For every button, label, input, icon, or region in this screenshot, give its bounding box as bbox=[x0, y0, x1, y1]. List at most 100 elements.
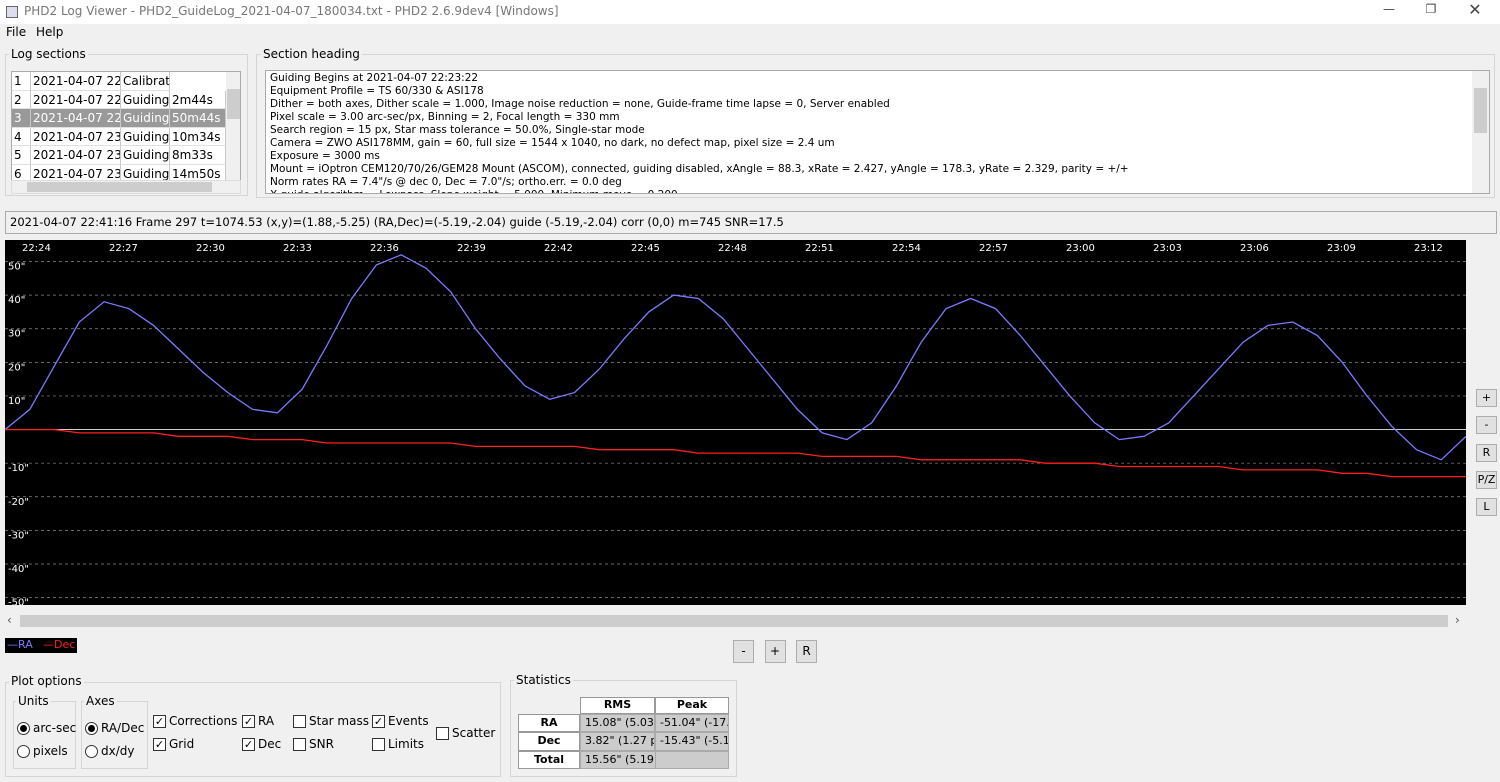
heading-line: Mount = iOptron CEM120/70/26/GEM28 Mount… bbox=[270, 163, 1129, 175]
checkbox-label[interactable]: Grid bbox=[169, 737, 195, 751]
table-cell[interactable]: 2021-04-07 23:34 bbox=[31, 164, 121, 180]
table-cell[interactable]: 2021-04-07 22:23 bbox=[31, 109, 121, 128]
menu-item[interactable]: Help bbox=[36, 25, 64, 39]
group-box bbox=[81, 701, 148, 769]
stat-cell: -51.04" (-17.01 px) bbox=[655, 714, 729, 733]
heading-line: Pixel scale = 3.00 arc-sec/px, Binning =… bbox=[270, 111, 620, 123]
row-header: Dec bbox=[518, 732, 580, 751]
table-cell[interactable]: 3 bbox=[12, 109, 31, 128]
x-tick-label: 23:00 bbox=[1066, 243, 1095, 254]
x-tick-label: 23:03 bbox=[1153, 243, 1182, 254]
table-cell[interactable]: Guiding bbox=[121, 109, 170, 128]
table-cell[interactable]: 1 bbox=[12, 72, 31, 91]
group-box bbox=[13, 701, 76, 769]
table-cell[interactable]: Guiding bbox=[121, 164, 170, 180]
table-cell[interactable]: Calibration bbox=[121, 72, 170, 91]
table-cell[interactable]: 2021-04-07 22:19 bbox=[31, 90, 121, 109]
radio-button[interactable] bbox=[85, 722, 98, 735]
table-cell[interactable]: 2m44s bbox=[170, 90, 226, 109]
radio-button[interactable] bbox=[17, 745, 30, 758]
zoom-button[interactable]: R bbox=[1476, 443, 1497, 462]
group-box bbox=[510, 680, 737, 777]
radio-button[interactable] bbox=[85, 745, 98, 758]
checkbox[interactable]: ✓ bbox=[372, 715, 385, 728]
checkbox-label[interactable]: Scatter bbox=[452, 726, 496, 740]
nav-button[interactable]: R bbox=[796, 640, 817, 663]
y-tick-label: -10" bbox=[8, 463, 29, 474]
nav-button[interactable]: - bbox=[733, 640, 754, 663]
h-scroll-thumb bbox=[27, 182, 212, 192]
radio-label[interactable]: RA/Dec bbox=[101, 721, 145, 735]
checkbox[interactable] bbox=[293, 738, 306, 751]
table-cell[interactable]: 4 bbox=[12, 127, 31, 146]
radio-dot bbox=[20, 725, 27, 732]
x-tick-label: 22:27 bbox=[109, 243, 138, 254]
column-header: RMS bbox=[580, 697, 655, 714]
y-tick-label: 20" bbox=[8, 362, 25, 373]
checkbox-label[interactable]: Events bbox=[388, 714, 429, 728]
stat-cell bbox=[655, 750, 729, 769]
table-cell[interactable]: 2021-04-07 23:29 bbox=[31, 146, 121, 165]
x-tick-label: 22:48 bbox=[718, 243, 747, 254]
row-header: Total bbox=[518, 750, 580, 769]
zoom-button[interactable]: + bbox=[1476, 389, 1497, 407]
radio-button[interactable] bbox=[17, 722, 30, 735]
stat-cell: 15.08" (5.03 px) bbox=[580, 714, 655, 733]
checkbox[interactable] bbox=[372, 738, 385, 751]
group-title: Log sections bbox=[9, 47, 88, 61]
zoom-button[interactable]: P/Z bbox=[1476, 470, 1497, 489]
checkbox[interactable]: ✓ bbox=[153, 738, 166, 751]
x-tick-label: 22:33 bbox=[283, 243, 312, 254]
table-cell[interactable]: Guiding bbox=[121, 90, 170, 109]
checkbox[interactable]: ✓ bbox=[242, 738, 255, 751]
close-button[interactable]: ✕ bbox=[1468, 0, 1482, 19]
menu-item[interactable]: File bbox=[6, 25, 27, 39]
checkbox-label[interactable]: Star mass bbox=[309, 714, 369, 728]
minimize-button[interactable]: — bbox=[1383, 2, 1395, 16]
table-cell[interactable]: 5 bbox=[12, 146, 31, 165]
radio-dot bbox=[88, 725, 95, 732]
radio-label[interactable]: dx/dy bbox=[101, 744, 135, 758]
checkbox[interactable] bbox=[436, 727, 449, 740]
x-tick-label: 23:12 bbox=[1414, 243, 1443, 254]
checkbox[interactable]: ✓ bbox=[153, 715, 166, 728]
radio-label[interactable]: pixels bbox=[33, 744, 68, 758]
table-cell[interactable]: 2021-04-07 22:18 bbox=[31, 72, 121, 91]
table-cell[interactable]: 6 bbox=[12, 164, 31, 180]
checkbox-label[interactable]: Dec bbox=[258, 737, 282, 751]
scroll-right[interactable]: › bbox=[1455, 613, 1460, 627]
checkbox[interactable]: ✓ bbox=[242, 715, 255, 728]
checkbox-label[interactable]: Limits bbox=[388, 737, 424, 751]
x-tick-label: 23:06 bbox=[1240, 243, 1269, 254]
table-cell[interactable]: 2021-04-07 23:15 bbox=[31, 127, 121, 146]
checkbox-label[interactable]: Corrections bbox=[169, 714, 238, 728]
window-title: PHD2 Log Viewer - PHD2_GuideLog_2021-04-… bbox=[24, 4, 559, 18]
checkbox-label[interactable]: SNR bbox=[309, 737, 334, 751]
table-cell[interactable]: 14m50s bbox=[170, 164, 226, 180]
scroll-left[interactable]: ‹ bbox=[7, 613, 12, 627]
heading-line: Exposure = 3000 ms bbox=[270, 150, 380, 162]
table-cell[interactable]: Guiding bbox=[121, 146, 170, 165]
group-box bbox=[5, 682, 501, 777]
x-tick-label: 23:09 bbox=[1327, 243, 1356, 254]
table-cell[interactable]: 50m44s bbox=[170, 109, 226, 128]
scroll-thumb[interactable] bbox=[20, 615, 1448, 627]
zoom-button[interactable]: L bbox=[1476, 498, 1497, 517]
group-title: Statistics bbox=[514, 673, 573, 687]
maximize-button[interactable]: ❐ bbox=[1425, 2, 1437, 16]
table-cell[interactable]: 8m33s bbox=[170, 146, 226, 165]
zoom-button[interactable]: - bbox=[1476, 416, 1497, 435]
heading-line: Camera = ZWO ASI178MM, gain = 60, full s… bbox=[270, 137, 835, 149]
y-tick-label: -30" bbox=[8, 530, 29, 541]
table-cell[interactable]: Guiding bbox=[121, 127, 170, 146]
x-tick-label: 22:30 bbox=[196, 243, 225, 254]
table-cell[interactable]: 2 bbox=[12, 90, 31, 109]
table-cell[interactable]: 10m34s bbox=[170, 127, 226, 146]
column-header: Peak bbox=[655, 697, 729, 714]
nav-button[interactable]: + bbox=[764, 640, 786, 663]
checkbox-label[interactable]: RA bbox=[258, 714, 275, 728]
x-tick-label: 22:24 bbox=[22, 243, 51, 254]
radio-label[interactable]: arc-sec bbox=[33, 721, 77, 735]
checkbox[interactable] bbox=[293, 715, 306, 728]
